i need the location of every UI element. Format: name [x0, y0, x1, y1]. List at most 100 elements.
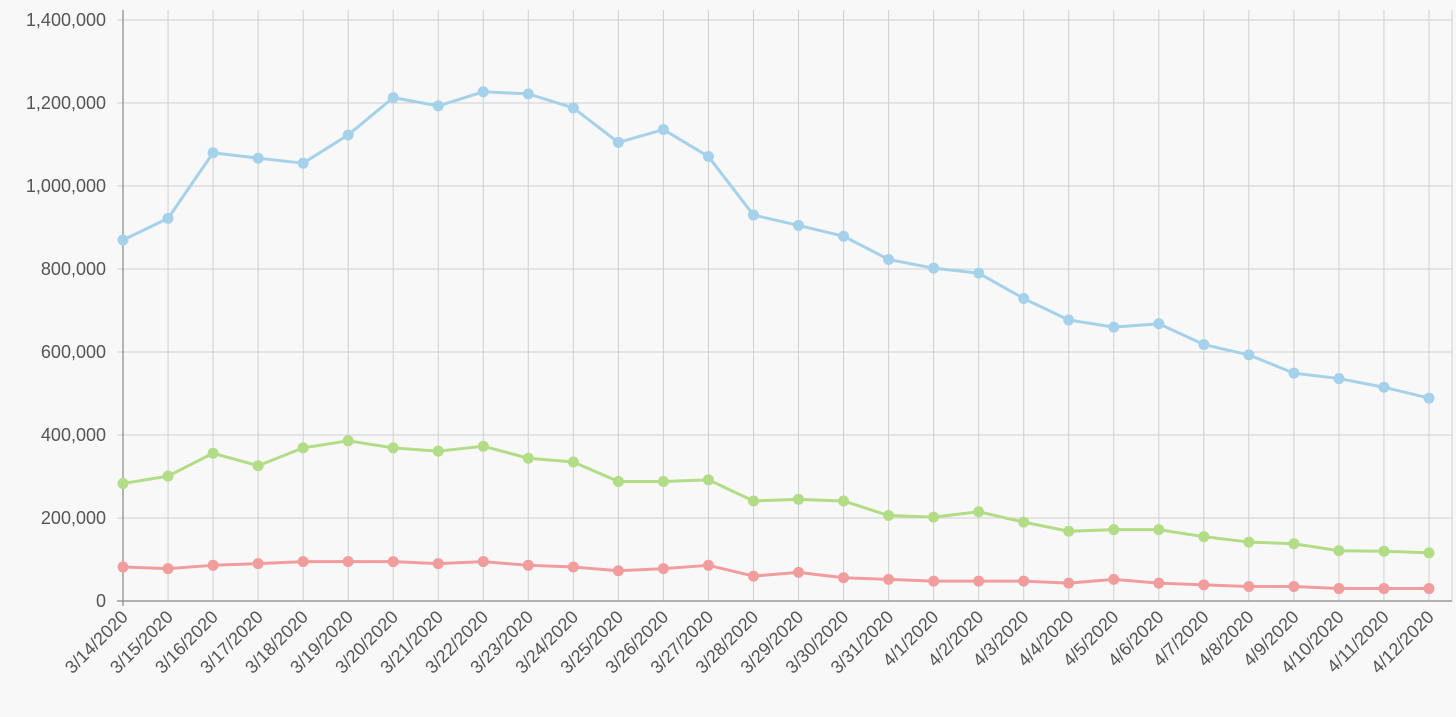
data-point: [1018, 292, 1030, 304]
data-point: [162, 212, 174, 224]
data-point: [1378, 583, 1390, 595]
data-point: [1018, 575, 1030, 587]
data-point: [973, 267, 985, 279]
data-point: [612, 565, 624, 577]
tick-labels: 0 200,000 400,000 600,000 800,000 1,000,000 1,…: [26, 10, 1438, 677]
data-point: [387, 92, 399, 104]
data-point: [567, 561, 579, 573]
data-point: [1378, 545, 1390, 557]
data-point: [973, 575, 985, 587]
data-point: [432, 100, 444, 112]
y-tick-label: 1,400,000: [26, 10, 106, 30]
data-point: [522, 88, 534, 100]
data-point: [162, 563, 174, 575]
data-point: [702, 559, 714, 571]
data-point: [928, 511, 940, 523]
data-point: [522, 452, 534, 464]
data-point: [252, 460, 264, 472]
series: [117, 86, 1435, 595]
y-tick-label: 1,200,000: [26, 93, 106, 113]
series-line-2: [121, 439, 1431, 555]
data-point: [883, 510, 895, 522]
data-point: [838, 495, 850, 507]
data-point: [657, 475, 669, 487]
series-line-1: [121, 90, 1431, 400]
data-point: [342, 435, 354, 447]
data-point: [973, 506, 985, 518]
data-point: [477, 86, 489, 98]
data-point: [522, 559, 534, 571]
data-point: [702, 474, 714, 486]
data-point: [657, 563, 669, 575]
y-tick-label: 600,000: [41, 342, 106, 362]
y-tick-label: 0: [96, 591, 106, 611]
data-point: [252, 152, 264, 164]
data-point: [1243, 349, 1255, 361]
data-point: [883, 253, 895, 265]
data-point: [387, 556, 399, 568]
data-point: [117, 561, 129, 573]
data-point: [297, 442, 309, 454]
data-point: [1018, 516, 1030, 528]
data-point: [793, 219, 805, 231]
data-point: [117, 478, 129, 490]
data-point: [928, 262, 940, 274]
data-point: [1063, 525, 1075, 537]
data-point: [838, 572, 850, 584]
data-point: [928, 575, 940, 587]
data-point: [1063, 577, 1075, 589]
data-point: [1063, 314, 1075, 326]
data-point: [1333, 583, 1345, 595]
data-point: [1423, 392, 1435, 404]
data-point: [1423, 583, 1435, 595]
data-point: [477, 440, 489, 452]
y-tick-label: 800,000: [41, 259, 106, 279]
data-point: [1198, 579, 1210, 591]
data-point: [1288, 538, 1300, 550]
series-line-3: [121, 560, 1431, 591]
data-point: [747, 209, 759, 221]
data-point: [342, 129, 354, 141]
grid: [117, 10, 1453, 602]
data-point: [342, 556, 354, 568]
axes: [117, 10, 1452, 606]
data-point: [1153, 577, 1165, 589]
data-point: [838, 230, 850, 242]
data-point: [793, 566, 805, 578]
data-point: [207, 447, 219, 459]
data-point: [432, 558, 444, 570]
y-tick-label: 400,000: [41, 425, 106, 445]
y-tick-label: 200,000: [41, 508, 106, 528]
data-point: [297, 157, 309, 169]
data-point: [1108, 573, 1120, 585]
data-point: [207, 559, 219, 571]
data-point: [612, 136, 624, 148]
data-point: [1108, 524, 1120, 536]
data-point: [747, 570, 759, 582]
data-point: [1423, 547, 1435, 559]
data-point: [1378, 381, 1390, 393]
data-point: [1333, 545, 1345, 557]
data-point: [1333, 373, 1345, 385]
data-point: [1243, 580, 1255, 592]
data-point: [117, 234, 129, 246]
data-point: [1243, 536, 1255, 548]
data-point: [612, 475, 624, 487]
data-point: [1288, 367, 1300, 379]
data-point: [1153, 318, 1165, 330]
data-point: [747, 495, 759, 507]
data-point: [252, 558, 264, 570]
data-point: [387, 442, 399, 454]
data-point: [1198, 339, 1210, 351]
data-point: [793, 493, 805, 505]
data-point: [477, 556, 489, 568]
data-point: [432, 445, 444, 457]
data-point: [567, 102, 579, 114]
data-point: [657, 124, 669, 136]
data-point: [702, 151, 714, 163]
data-point: [1288, 580, 1300, 592]
data-point: [207, 147, 219, 159]
y-tick-label: 1,000,000: [26, 176, 106, 196]
data-point: [1153, 524, 1165, 536]
